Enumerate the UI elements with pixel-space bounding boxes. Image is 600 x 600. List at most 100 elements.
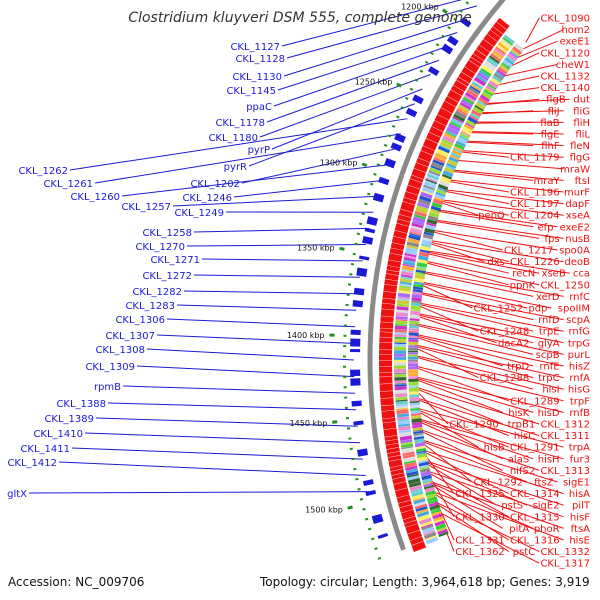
function-band-segment	[426, 218, 438, 225]
function-band-segment	[394, 386, 407, 391]
function-band-segment	[463, 94, 476, 103]
leader-line	[416, 397, 540, 437]
leader-line	[241, 148, 395, 184]
leader-line	[437, 511, 540, 564]
function-band-segment	[398, 429, 411, 434]
function-band-segment	[459, 132, 470, 139]
function-band-segment	[409, 229, 422, 235]
function-band-segment	[429, 504, 440, 511]
function-band-segment	[446, 126, 459, 136]
function-band-segment	[408, 234, 421, 241]
leader-line	[417, 312, 564, 344]
function-band-segment	[484, 60, 497, 70]
scale-tick	[361, 162, 368, 168]
gene-label-left: CKL_1261	[43, 179, 93, 190]
reverse-cds-feature	[468, 57, 482, 68]
reverse-cds-feature	[380, 404, 395, 412]
leader-line	[429, 480, 564, 529]
gene-label-right: dacA2	[498, 338, 529, 349]
gene-label-right: CKL_1196	[510, 188, 560, 199]
gene-label-left: gltX	[7, 489, 27, 500]
function-band-segment	[495, 46, 507, 56]
reverse-cds-feature	[379, 328, 393, 333]
reverse-cds-feature	[390, 468, 405, 476]
function-band-segment	[394, 382, 407, 385]
function-band-segment	[412, 286, 424, 291]
minor-tick	[352, 252, 356, 256]
gene-label-right: fur3	[570, 454, 590, 465]
function-band-segment	[475, 74, 488, 83]
leader-line	[156, 334, 355, 344]
function-band-segment	[422, 237, 433, 242]
function-band-segment	[401, 269, 414, 273]
reverse-cds-feature	[387, 451, 401, 458]
function-band-segment	[408, 373, 419, 377]
leader-line	[512, 40, 558, 60]
gene-label-right: pstC	[513, 547, 535, 558]
function-band-segment	[409, 484, 423, 492]
function-band-segment	[412, 291, 423, 296]
gene-label-right: trpA	[569, 443, 590, 454]
leader-line	[71, 447, 363, 460]
function-band-segment	[453, 146, 464, 152]
function-band-segment	[394, 384, 407, 387]
forward-cds-feature	[358, 255, 370, 261]
reverse-cds-feature	[379, 331, 393, 338]
leader-line	[424, 260, 540, 286]
leader-line	[423, 451, 510, 495]
leader-line	[431, 229, 558, 251]
function-band-segment	[394, 350, 407, 354]
function-band-segment	[431, 161, 444, 170]
leader-line	[489, 87, 540, 95]
leader-line	[431, 230, 503, 251]
leader-line	[437, 210, 534, 228]
reverse-cds-feature	[381, 303, 395, 310]
function-band-segment	[509, 51, 518, 59]
gene-label-right: CKL_1204	[510, 211, 560, 222]
function-band-segment	[425, 536, 439, 545]
forward-leader-lines	[28, 0, 478, 494]
scale-tick	[396, 82, 402, 88]
reverse-cds-feature	[492, 21, 507, 35]
forward-cds-feature	[390, 142, 403, 152]
function-band-segment	[424, 180, 437, 186]
function-band-segment	[433, 518, 444, 524]
reverse-cds-feature	[453, 80, 468, 92]
function-band-segment	[412, 216, 426, 224]
function-band-segment	[408, 325, 420, 329]
gene-label-left: CKL_1410	[33, 429, 83, 440]
function-band-segment	[426, 493, 437, 499]
gene-label-left: CKL_1388	[56, 399, 106, 410]
function-band-segment	[465, 119, 477, 127]
gene-label-right: CKL_1330	[455, 512, 505, 523]
gene-label-right: flhF	[541, 141, 560, 152]
function-band-segment	[467, 116, 478, 125]
reverse-cds-feature	[391, 236, 406, 246]
reverse-cds-feature	[426, 132, 441, 144]
function-band-segment	[410, 406, 421, 409]
gene-label-right: pstS	[501, 501, 523, 512]
function-band-segment	[423, 481, 434, 485]
function-band-segment	[408, 361, 419, 364]
gene-label-right: fliJ	[548, 106, 560, 117]
function-band-segment	[409, 231, 422, 236]
scale-label: 1450 kbp	[290, 419, 328, 428]
forward-cds-feature	[366, 216, 378, 226]
scale-label: 1300 kbp	[320, 158, 358, 167]
function-band-segment	[416, 265, 427, 269]
reverse-cds-feature	[393, 481, 408, 491]
function-band-segment	[463, 126, 473, 133]
gene-label-left: CKL_1307	[105, 331, 155, 342]
function-band-segment	[445, 131, 457, 138]
function-band-segment	[411, 415, 422, 420]
function-band-segment	[397, 420, 410, 425]
leader-line	[440, 200, 509, 216]
function-band-segment	[408, 387, 419, 392]
gene-label-right: hisH	[538, 454, 560, 465]
reverse-cds-feature	[380, 397, 394, 406]
function-band-segment	[434, 193, 445, 200]
function-band-segment	[394, 342, 407, 345]
reverse-cds-feature	[386, 265, 401, 272]
function-band-segment	[477, 72, 489, 82]
leader-line	[121, 164, 389, 197]
